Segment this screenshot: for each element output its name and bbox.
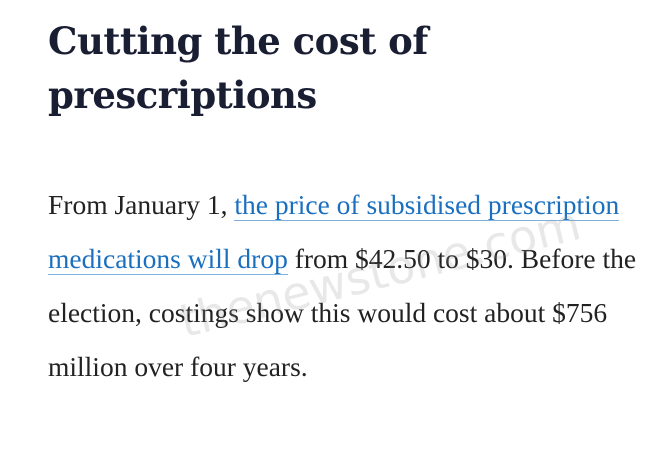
paragraph-text-tail: from $42.50 to $30. Before the election,…	[48, 243, 637, 382]
article-headline: Cutting the cost of prescriptions	[48, 19, 428, 117]
paragraph-text-lead: From January 1,	[48, 189, 235, 220]
article-paragraph: From January 1, the price of subsidised …	[48, 178, 660, 394]
article: Cutting the cost of prescriptions From J…	[48, 14, 648, 394]
prescription-price-link[interactable]: the price of subsidised prescription med…	[48, 189, 620, 275]
